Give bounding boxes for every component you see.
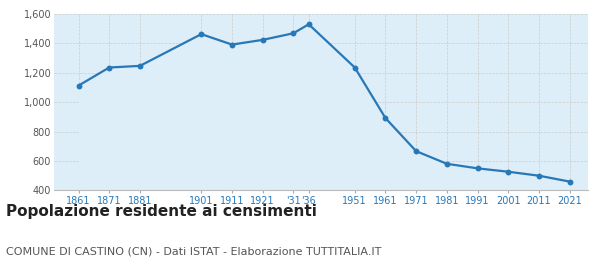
Point — [258, 38, 268, 42]
Point — [412, 149, 421, 153]
Point — [503, 169, 513, 174]
Point — [442, 162, 452, 166]
Point — [534, 173, 544, 178]
Text: COMUNE DI CASTINO (CN) - Dati ISTAT - Elaborazione TUTTITALIA.IT: COMUNE DI CASTINO (CN) - Dati ISTAT - El… — [6, 246, 382, 256]
Point — [227, 42, 237, 47]
Point — [473, 166, 482, 171]
Point — [197, 32, 206, 36]
Point — [289, 31, 298, 36]
Point — [135, 64, 145, 68]
Point — [304, 22, 314, 27]
Point — [350, 65, 359, 70]
Point — [104, 65, 114, 70]
Point — [380, 116, 390, 120]
Text: Popolazione residente ai censimenti: Popolazione residente ai censimenti — [6, 204, 317, 220]
Point — [565, 179, 574, 184]
Point — [74, 83, 83, 88]
